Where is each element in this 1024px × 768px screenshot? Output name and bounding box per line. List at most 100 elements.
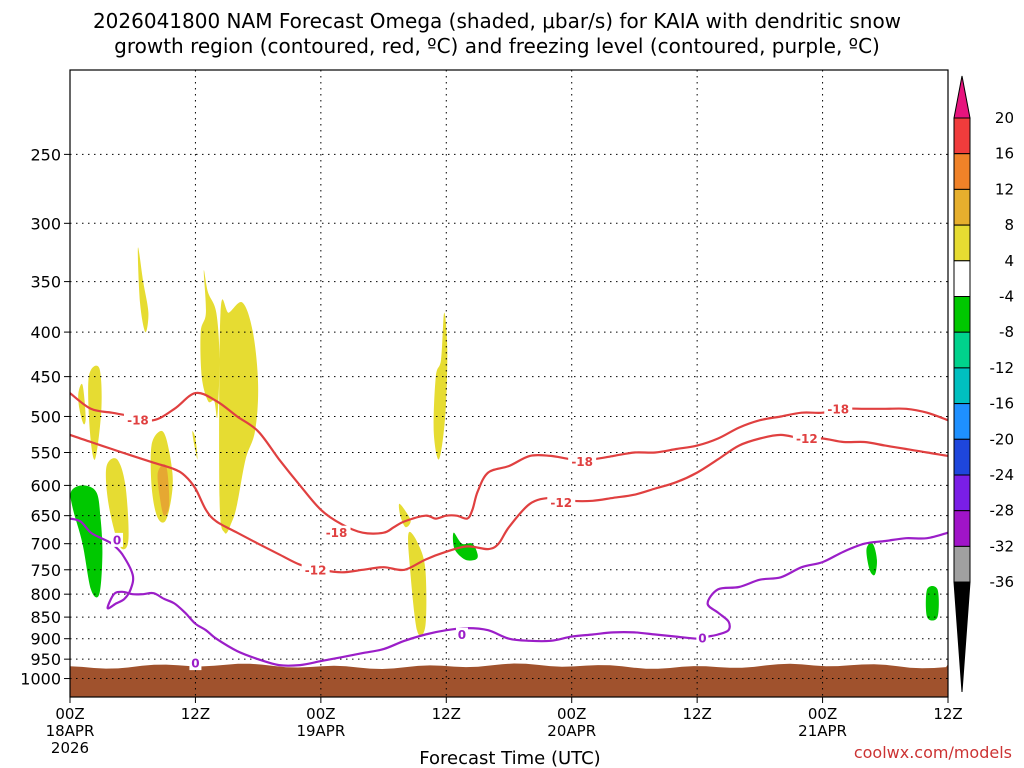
contour-minus18 [70,391,948,535]
chart-title-line-1: 2026041800 NAM Forecast Omega (shaded, μ… [93,9,901,33]
colorbar-bin-12 [953,545,971,583]
colorbar-label-9: -20 [990,430,1015,448]
credit-link[interactable]: coolwx.com/models [854,743,1012,762]
x-tick-label: 00Z [306,705,335,723]
omega-region-7 [200,270,220,418]
colorbar-label-3: 8 [1004,216,1014,234]
omega-region-1 [88,365,102,460]
colorbar-bin-4 [953,260,971,297]
contour-label-1-2: -12 [796,432,818,446]
y-tick-label-700: 700 [30,535,61,554]
omega-region-12 [70,485,103,598]
contour-label-2-0: 0 [113,533,121,547]
contour-label-bg [792,431,821,446]
x-tick-label: 00Z [557,705,586,723]
x-tick-label: 19APR [296,722,345,740]
x-tick-label: 20APR [547,722,596,740]
contour-label-2-1: 0 [191,657,199,671]
omega-region-11 [433,312,448,460]
y-tick-label-950: 950 [30,650,61,669]
colorbar-label-2: 12 [995,180,1014,198]
contour-label-0-1: -18 [326,526,348,540]
colorbar-label-5: -4 [999,288,1014,306]
contour-label-0-0: -18 [127,414,149,428]
plot-frame [69,69,949,698]
x-tick-label: 00Z [808,705,837,723]
y-tick-label-850: 850 [30,608,61,627]
colorbar-bin-9 [953,438,971,476]
colorbar-bin-1 [953,153,971,190]
y-tick-label-250: 250 [30,145,61,164]
contour-label-2-3: 0 [698,631,706,645]
colorbar-label-8: -16 [990,395,1015,413]
terrain-fill [70,663,948,697]
colorbar-bin-5 [953,296,971,333]
terrain-layer [70,663,948,697]
x-tick-label: 12Z [933,705,962,723]
colorbar-label-11: -28 [990,502,1015,520]
y-tick-label-1000: 1000 [20,670,61,689]
omega-region-5 [157,464,170,516]
omega-region-15 [925,585,939,621]
y-tick-label-400: 400 [30,323,61,342]
contour-label-bg [547,495,576,510]
colorbar-label-7: -12 [990,359,1015,377]
y-tick-label-450: 450 [30,368,61,387]
y-tick-label-300: 300 [30,214,61,233]
colorbar-bin-3 [953,224,971,262]
y-tick-label-500: 500 [30,407,61,426]
x-tick-label: 18APR [46,722,95,740]
y-tick-label-550: 550 [30,444,61,463]
omega-region-2 [105,458,129,550]
colorbar-bin-11 [953,510,971,547]
x-tick-label: 21APR [798,722,847,740]
contour-minus12 [70,433,948,574]
axes-layer: 250 300 350 400 450 500 550 600 650 700 750 800 850 9… [20,69,963,757]
colorbar-label-12: -32 [990,537,1015,555]
colorbar-bin-2 [953,188,971,226]
contour-label-bg [696,630,709,645]
colorbar-label-0: 20 [995,109,1014,127]
x-axis-label: Forecast Time (UTC) [419,748,600,768]
contour-label-bg [824,401,853,416]
colorbar-bin-0 [953,117,971,155]
colorbar-bin-10 [953,474,971,512]
omega-region-6 [192,431,198,460]
contour-label-bg [301,562,330,577]
omega-region-14 [866,543,877,576]
y-tick-label-600: 600 [30,476,61,495]
contour-label-bg [189,656,202,671]
contour-label-0-3: -18 [827,402,849,416]
contour-freezing-level [70,517,948,667]
colorbar-bottom-arrow [953,581,971,693]
contour-label-bg [455,627,468,642]
contour-label-1-0: -12 [305,563,327,577]
y-tick-label-650: 650 [30,507,61,526]
contour-layer: -18 -18 -18 -18 -12 -12 -12 0 0 0 0 [70,391,948,671]
colorbar: 20 16 12 8 4 -4 -8 -12 -16 -20 -24 -28 -32 -36 [953,75,1015,693]
y-tick-label-750: 750 [30,561,61,580]
colorbar-bin-6 [953,331,971,369]
contour-label-bg [123,413,152,428]
contour-label-2-2: 0 [458,628,466,642]
contour-label-bg [568,454,597,469]
x-tick-label: 2026 [51,739,89,757]
x-tick-label: 00Z [55,705,84,723]
contour-label-0-2: -18 [571,455,593,469]
y-tick-label-900: 900 [30,630,61,649]
colorbar-bin-7 [953,367,971,405]
x-tick-label: 12Z [682,705,711,723]
colorbar-top-arrow [953,75,971,119]
chart-title-line-2: growth region (contoured, red, ºC) and f… [114,34,880,58]
colorbar-label-4: 4 [1004,252,1014,270]
colorbar-label-6: -8 [999,323,1014,341]
colorbar-label-13: -36 [990,573,1015,591]
contour-label-bg [322,525,351,540]
omega-shading-layer [70,247,939,637]
x-tick-label: 12Z [181,705,210,723]
y-tick-label-350: 350 [30,273,61,292]
x-tick-label: 12Z [432,705,461,723]
y-tick-label-800: 800 [30,585,61,604]
colorbar-label-1: 16 [995,145,1014,163]
